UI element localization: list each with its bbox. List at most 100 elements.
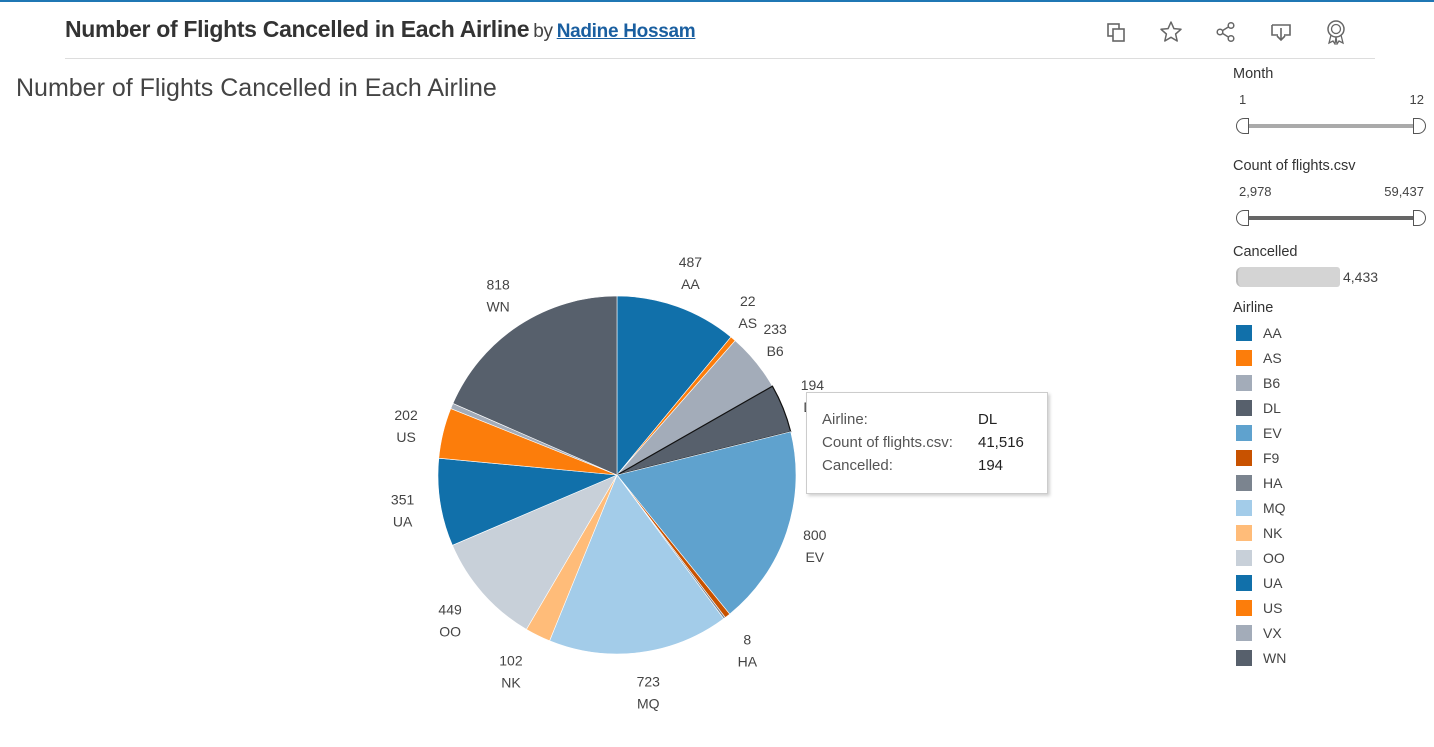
cancelled-range: 4,433 <box>1233 266 1428 292</box>
pie-value-label-us: 202 <box>394 407 418 423</box>
filter-panel: Month 1 12 Count of flights.csv 2,978 59… <box>1233 66 1428 670</box>
pie-category-label-ua: UA <box>393 513 413 529</box>
share-button[interactable] <box>1198 16 1253 48</box>
tooltip: Airline: DL Count of flights.csv: 41,516… <box>806 392 1048 494</box>
tooltip-row-cancelled: Cancelled: 194 <box>822 457 1003 474</box>
tooltip-row-airline: Airline: DL <box>822 411 997 428</box>
toolbar <box>1088 16 1363 48</box>
legend-swatch <box>1236 449 1252 466</box>
legend-item-f9[interactable]: F9 <box>1233 445 1428 470</box>
sheet-title: Number of Flights Cancelled in Each Airl… <box>16 74 497 102</box>
pie-value-label-ua: 351 <box>391 491 415 507</box>
legend-item-nk[interactable]: NK <box>1233 520 1428 545</box>
legend-label: OO <box>1263 549 1285 566</box>
legend-item-ev[interactable]: EV <box>1233 420 1428 445</box>
legend-item-ha[interactable]: HA <box>1233 470 1428 495</box>
pie-value-label-ha: 8 <box>743 632 751 648</box>
metrics-button[interactable] <box>1308 16 1363 48</box>
legend-label: MQ <box>1263 499 1286 516</box>
count-slider[interactable] <box>1233 208 1428 228</box>
legend-item-aa[interactable]: AA <box>1233 320 1428 345</box>
pie-slice-oo[interactable] <box>451 474 618 630</box>
pie-slice-mq[interactable] <box>549 474 725 655</box>
legend-swatch <box>1236 474 1252 491</box>
month-max: 12 <box>1409 92 1424 107</box>
top-accent-line <box>0 0 1434 2</box>
legend-item-as[interactable]: AS <box>1233 345 1428 370</box>
legend-item-mq[interactable]: MQ <box>1233 495 1428 520</box>
legend-swatch <box>1236 549 1252 566</box>
pie-value-label-b6: 233 <box>763 321 787 337</box>
month-slider[interactable] <box>1233 116 1428 136</box>
pie-slice-aa[interactable] <box>616 295 732 476</box>
legend-label: AS <box>1263 349 1282 366</box>
legend-swatch <box>1236 324 1252 341</box>
pie-value-label-oo: 449 <box>438 601 462 617</box>
legend-swatch <box>1236 574 1252 591</box>
legend-label: WN <box>1263 649 1287 666</box>
pie-value-label-ev: 800 <box>803 527 827 543</box>
month-filter: Month 1 12 <box>1233 66 1428 136</box>
legend-swatch <box>1236 349 1252 366</box>
month-filter-label: Month <box>1233 66 1274 82</box>
count-filter: Count of flights.csv 2,978 59,437 <box>1233 158 1428 228</box>
pie-category-label-oo: OO <box>439 623 461 639</box>
count-slider-track <box>1241 216 1420 220</box>
pie-value-label-dl: 194 <box>801 377 825 393</box>
count-slider-max-handle[interactable] <box>1413 210 1426 226</box>
legend-swatch <box>1236 599 1252 616</box>
pie-value-label-as: 22 <box>740 293 756 309</box>
by-label: by <box>533 21 553 42</box>
count-slider-min-handle[interactable] <box>1236 210 1249 226</box>
month-slider-max-handle[interactable] <box>1413 118 1426 134</box>
legend-swatch <box>1236 424 1252 441</box>
legend-item-oo[interactable]: OO <box>1233 545 1428 570</box>
pie-value-label-nk: 102 <box>499 653 523 669</box>
legend-label: VX <box>1263 624 1282 641</box>
copy-button[interactable] <box>1088 16 1143 48</box>
pie-category-label-b6: B6 <box>767 343 784 359</box>
favorite-button[interactable] <box>1143 16 1198 48</box>
legend-title: Airline <box>1233 300 1274 316</box>
month-slider-min-handle[interactable] <box>1236 118 1249 134</box>
legend-swatch <box>1236 524 1252 541</box>
pie-category-label-ev: EV <box>805 549 824 565</box>
month-min: 1 <box>1239 92 1247 107</box>
award-icon <box>1326 20 1345 45</box>
count-max: 59,437 <box>1384 184 1424 199</box>
pie-value-label-aa: 487 <box>679 254 703 270</box>
pie-slice-ev[interactable] <box>616 431 797 615</box>
count-range-values: 2,978 59,437 <box>1233 184 1428 202</box>
legend-label: NK <box>1263 524 1283 541</box>
count-filter-label: Count of flights.csv <box>1233 158 1356 174</box>
viz-title-text: Number of Flights Cancelled in Each Airl… <box>65 16 530 42</box>
cancelled-bar[interactable] <box>1236 267 1340 287</box>
month-slider-track <box>1241 124 1420 128</box>
legend-item-wn[interactable]: WN <box>1233 645 1428 670</box>
month-range-values: 1 12 <box>1233 92 1428 110</box>
legend-label: B6 <box>1263 374 1281 391</box>
tooltip-key: Cancelled: <box>822 457 893 474</box>
legend-swatch <box>1236 624 1252 641</box>
count-min: 2,978 <box>1239 184 1272 199</box>
legend-swatch <box>1236 649 1252 666</box>
viz-title: Number of Flights Cancelled in Each Airl… <box>65 16 696 43</box>
legend-swatch <box>1236 374 1252 391</box>
legend-item-b6[interactable]: B6 <box>1233 370 1428 395</box>
legend-item-us[interactable]: US <box>1233 595 1428 620</box>
cancelled-value: 4,433 <box>1343 269 1379 285</box>
legend-item-ua[interactable]: UA <box>1233 570 1428 595</box>
author-link[interactable]: Nadine Hossam <box>556 21 696 42</box>
download-icon <box>1270 24 1291 42</box>
pie-value-label-wn: 818 <box>486 276 510 292</box>
star-icon <box>1159 21 1182 42</box>
legend-item-vx[interactable]: VX <box>1233 620 1428 645</box>
viz-header: Number of Flights Cancelled in Each Airl… <box>65 14 1375 59</box>
legend-item-dl[interactable]: DL <box>1233 395 1428 420</box>
copy-icon <box>1106 23 1125 42</box>
pie-value-label-mq: 723 <box>637 673 661 689</box>
legend-label: US <box>1263 599 1283 616</box>
pie-slice-wn[interactable] <box>452 295 618 476</box>
share-icon <box>1215 21 1235 43</box>
download-button[interactable] <box>1253 16 1308 48</box>
